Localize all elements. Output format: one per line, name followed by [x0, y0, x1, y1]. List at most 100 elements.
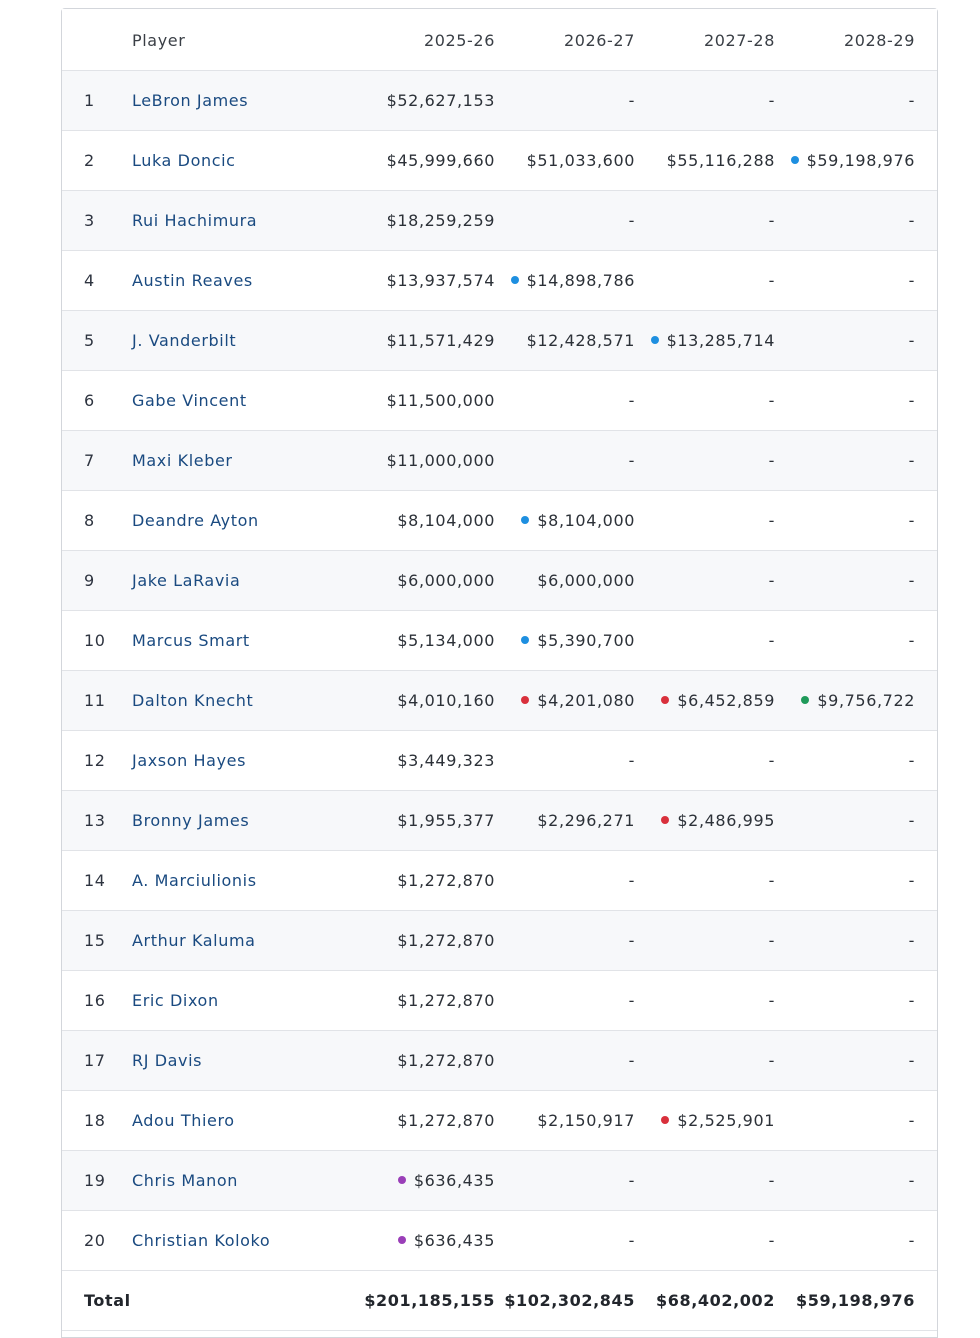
salary-cell: $55,116,288	[667, 131, 775, 191]
option-dot-icon	[397, 1175, 406, 1184]
player-link[interactable]: Arthur Kaluma	[132, 931, 256, 950]
salary-cell: -	[769, 851, 775, 911]
salary-value: -	[908, 211, 915, 230]
salary-cell: -	[769, 371, 775, 431]
salary-cell: $6,000,000	[397, 551, 495, 611]
table-row: 16 Eric Dixon $1,272,870 - - -	[62, 971, 937, 1031]
option-dot-icon	[521, 695, 530, 704]
salary-value: -	[768, 931, 775, 950]
header-player[interactable]: Player	[132, 31, 186, 50]
salary-cell: -	[909, 311, 915, 371]
salary-value: -	[628, 751, 635, 770]
salary-cell: -	[629, 1031, 635, 1091]
salary-cell: $13,285,714	[650, 311, 775, 371]
salary-cell: $1,272,870	[397, 911, 495, 971]
salary-value: -	[768, 271, 775, 290]
player-link[interactable]: Maxi Kleber	[132, 451, 233, 470]
table-row: 6 Gabe Vincent $11,500,000 - - -	[62, 371, 937, 431]
salary-value: $18,259,259	[386, 211, 495, 230]
salary-cell: -	[909, 191, 915, 251]
player-link[interactable]: Bronny James	[132, 811, 250, 830]
salary-table: Player 2025-26 2026-27 2027-28 2028-29 1…	[61, 8, 938, 1338]
salary-value: $8,104,000	[397, 511, 495, 530]
salary-value: -	[768, 871, 775, 890]
salary-cell: -	[629, 71, 635, 131]
player-link[interactable]: Marcus Smart	[132, 631, 250, 650]
salary-cell: -	[909, 1151, 915, 1211]
salary-value: -	[908, 991, 915, 1010]
salary-value: -	[908, 631, 915, 650]
salary-value: -	[908, 391, 915, 410]
player-link[interactable]: Rui Hachimura	[132, 211, 258, 230]
salary-cell: $4,201,080	[521, 671, 635, 731]
salary-cell: -	[629, 191, 635, 251]
header-year-2026-27[interactable]: 2026-27	[563, 31, 635, 50]
header-year-2028-29[interactable]: 2028-29	[843, 31, 915, 50]
salary-value: $55,116,288	[666, 151, 775, 170]
salary-cell: $1,272,870	[397, 851, 495, 911]
option-dot-icon	[661, 695, 670, 704]
player-link[interactable]: Eric Dixon	[132, 991, 219, 1010]
salary-value: -	[768, 1171, 775, 1190]
player-link[interactable]: LeBron James	[132, 91, 249, 110]
player-link[interactable]: A. Marciulionis	[132, 871, 257, 890]
row-rank: 17	[84, 1051, 106, 1070]
salary-value: $6,000,000	[397, 571, 495, 590]
salary-value: $1,272,870	[397, 1111, 495, 1130]
header-year-2027-28[interactable]: 2027-28	[703, 31, 775, 50]
salary-value: -	[908, 931, 915, 950]
player-link[interactable]: Luka Doncic	[132, 151, 236, 170]
row-rank: 16	[84, 991, 106, 1010]
salary-cell: -	[909, 71, 915, 131]
salary-cell: $4,010,160	[397, 671, 495, 731]
player-link[interactable]: Jaxson Hayes	[132, 751, 247, 770]
salary-cell: -	[909, 791, 915, 851]
salary-value: -	[908, 451, 915, 470]
player-link[interactable]: Chris Manon	[132, 1171, 239, 1190]
player-link[interactable]: J. Vanderbilt	[132, 331, 237, 350]
salary-value: $6,452,859	[677, 691, 775, 710]
salary-cell: $8,104,000	[397, 491, 495, 551]
salary-cell: $1,272,870	[397, 971, 495, 1031]
salary-cell: $59,198,976	[790, 131, 915, 191]
player-link[interactable]: Jake LaRavia	[132, 571, 241, 590]
salary-cell: $2,525,901	[661, 1091, 775, 1151]
salary-cell: -	[769, 251, 775, 311]
salary-value: $59,198,976	[806, 151, 915, 170]
total-label: Total	[84, 1291, 131, 1310]
table-row: 9 Jake LaRavia $6,000,000 $6,000,000 - -	[62, 551, 937, 611]
salary-value: $11,571,429	[386, 331, 495, 350]
table-row: 19 Chris Manon $636,435 - - -	[62, 1151, 937, 1211]
row-rank: 9	[84, 571, 95, 590]
salary-cell: $18,259,259	[387, 191, 495, 251]
salary-cell: -	[629, 1211, 635, 1271]
salary-cell: $1,272,870	[397, 1031, 495, 1091]
salary-value: -	[628, 991, 635, 1010]
option-dot-icon	[397, 1235, 406, 1244]
salary-value: -	[908, 1111, 915, 1130]
salary-value: -	[628, 91, 635, 110]
player-link[interactable]: RJ Davis	[132, 1051, 203, 1070]
row-rank: 5	[84, 331, 95, 350]
salary-value: -	[908, 1171, 915, 1190]
salary-cell: $12,428,571	[527, 311, 635, 371]
salary-cell: $636,435	[397, 1151, 495, 1211]
player-link[interactable]: Austin Reaves	[132, 271, 253, 290]
salary-value: -	[628, 1171, 635, 1190]
table-row: 18 Adou Thiero $1,272,870 $2,150,917 $2,525,…	[62, 1091, 937, 1151]
player-link[interactable]: Christian Koloko	[132, 1231, 271, 1250]
salary-cell: $1,272,870	[397, 1091, 495, 1151]
salary-value: -	[768, 631, 775, 650]
player-link[interactable]: Deandre Ayton	[132, 511, 259, 530]
option-dot-icon	[661, 1115, 670, 1124]
player-link[interactable]: Dalton Knecht	[132, 691, 254, 710]
player-link[interactable]: Adou Thiero	[132, 1111, 235, 1130]
salary-cell: -	[909, 971, 915, 1031]
header-year-2025-26[interactable]: 2025-26	[423, 31, 495, 50]
salary-value: -	[628, 871, 635, 890]
player-link[interactable]: Gabe Vincent	[132, 391, 247, 410]
salary-cell: $13,937,574	[387, 251, 495, 311]
salary-value: -	[768, 991, 775, 1010]
salary-cell: $51,033,600	[527, 131, 635, 191]
table-row: 8 Deandre Ayton $8,104,000 $8,104,000 - -	[62, 491, 937, 551]
